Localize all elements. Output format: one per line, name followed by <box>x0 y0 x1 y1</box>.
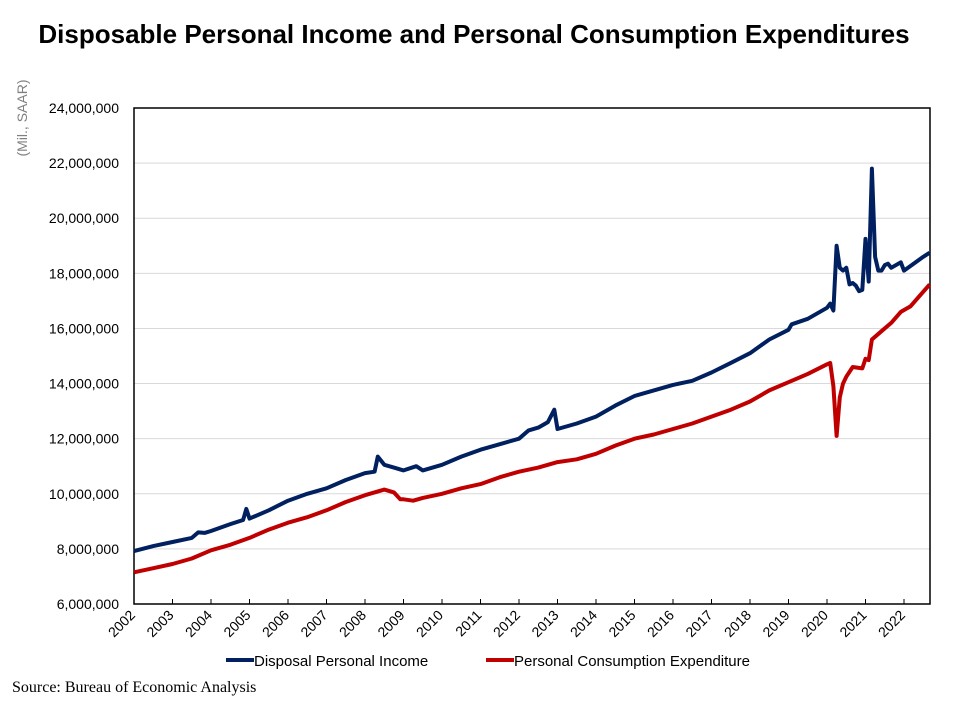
x-tick-label: 2012 <box>490 607 523 640</box>
x-tick-label: 2003 <box>143 607 176 640</box>
plot-area <box>133 107 931 605</box>
series-line-dpi <box>133 166 931 554</box>
y-tick-label: 6,000,000 <box>57 596 119 612</box>
y-tick-label: 20,000,000 <box>49 210 119 226</box>
x-tick-label: 2013 <box>528 607 561 640</box>
x-tick-label: 2021 <box>836 607 869 640</box>
x-tick-label: 2008 <box>336 607 369 640</box>
x-tick-label: 2014 <box>567 607 600 640</box>
x-tick-label: 2019 <box>759 607 792 640</box>
chart-title: Disposable Personal Income and Personal … <box>38 19 910 49</box>
y-tick-label: 16,000,000 <box>49 320 119 336</box>
series-line-pce <box>133 283 932 575</box>
y-tick-label: 22,000,000 <box>49 155 119 171</box>
x-tick-label: 2017 <box>682 607 715 640</box>
x-tick-label: 2018 <box>721 607 754 640</box>
y-tick-label: 18,000,000 <box>49 265 119 281</box>
x-tick-label: 2010 <box>413 607 446 640</box>
x-tick-label: 2006 <box>259 607 292 640</box>
x-tick-label: 2005 <box>220 607 253 640</box>
x-tick-label: 2015 <box>605 607 638 640</box>
y-tick-label: 12,000,000 <box>49 431 119 447</box>
y-tick-label: 14,000,000 <box>49 376 119 392</box>
y-tick-label: 24,000,000 <box>49 100 119 116</box>
x-tick-label: 2016 <box>644 607 677 640</box>
x-tick-label: 2009 <box>374 607 407 640</box>
x-tick-label: 2020 <box>798 607 831 640</box>
x-tick-label: 2007 <box>297 607 330 640</box>
x-tick-label: 2004 <box>182 607 215 640</box>
y-tick-label: 10,000,000 <box>49 486 119 502</box>
legend-label: Personal Consumption Expenditure <box>514 653 750 670</box>
x-tick-label: 2011 <box>452 607 485 640</box>
x-tick-label: 2022 <box>875 607 908 640</box>
y-tick-label: 8,000,000 <box>57 541 119 557</box>
source-note: Source: Bureau of Economic Analysis <box>12 679 257 696</box>
legend-label: Disposal Personal Income <box>254 653 428 670</box>
